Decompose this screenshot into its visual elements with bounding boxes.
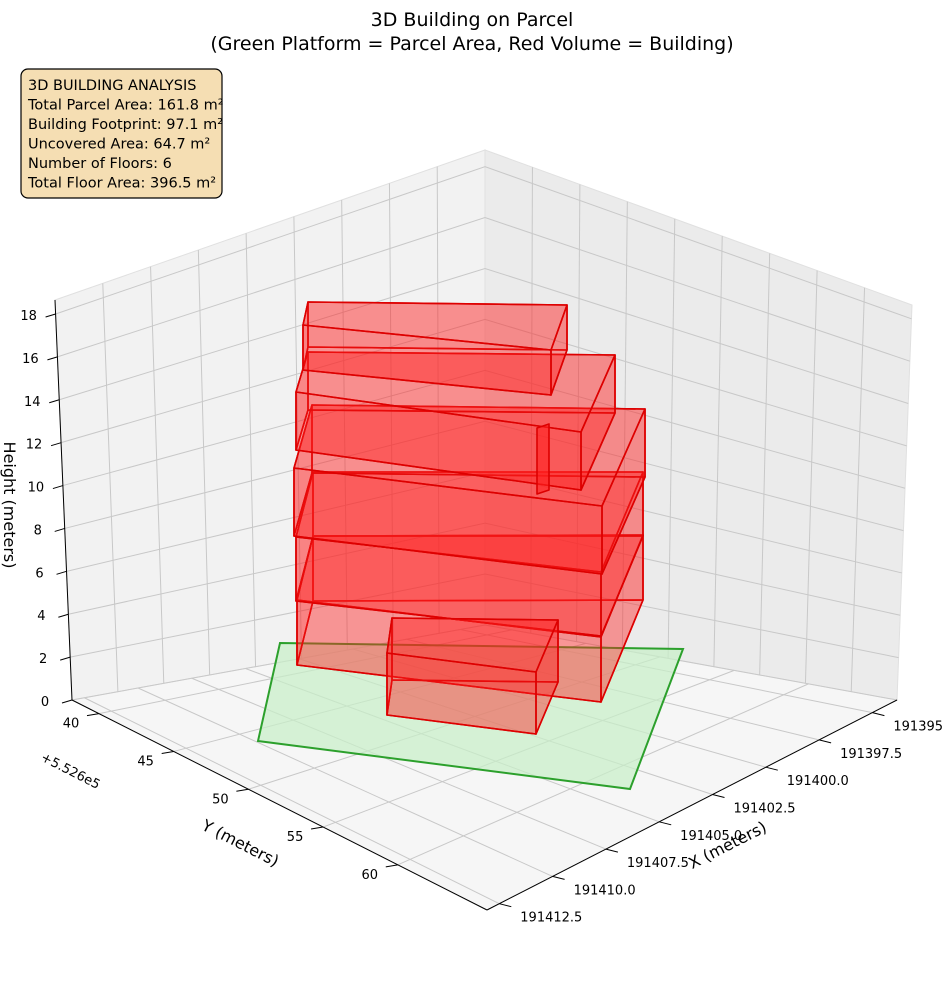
left-wall-gridline — [197, 249, 211, 676]
x-tick-label: 191412.5 — [520, 911, 582, 926]
x-tick — [499, 903, 512, 908]
left-wall-gridline — [102, 283, 119, 692]
y-axis-label: Y (meters) — [198, 815, 282, 870]
z-tick — [60, 656, 71, 661]
right-wall-gridline — [621, 201, 628, 651]
left-wall-gridline — [436, 166, 440, 634]
x-tick-label: 191407.5 — [627, 856, 689, 871]
x-tick-label: 191402.5 — [733, 802, 795, 817]
z-tick — [52, 485, 64, 490]
building-face — [293, 404, 646, 507]
z-tick-label: 6 — [35, 566, 43, 581]
y-tick-label: 50 — [212, 792, 229, 807]
axis-lines — [54, 299, 898, 911]
y-tick-label: 55 — [287, 830, 304, 845]
left-wall-gridline — [150, 266, 165, 684]
z-tick-label: 16 — [22, 352, 39, 367]
z-tick — [47, 356, 58, 361]
right-wall-gridline — [667, 218, 676, 659]
right-wall-gridline — [850, 287, 866, 692]
left-wall-gridline — [388, 183, 394, 642]
building-volume — [293, 301, 646, 735]
x-gridline — [191, 677, 607, 850]
right-wall-gridline — [804, 270, 818, 684]
x-gridline — [137, 687, 553, 877]
info-line-parcel-area: Total Parcel Area: 161.8 m² — [27, 98, 224, 114]
x-tick — [712, 794, 725, 798]
x-gridline — [84, 697, 500, 905]
z-tick-label: 4 — [37, 609, 45, 624]
y-tick — [385, 864, 398, 868]
chart-title-line1: 3D Building on Parcel — [371, 9, 574, 31]
y-tick — [310, 826, 324, 830]
x-tick — [552, 875, 565, 880]
y-axis-line — [71, 699, 488, 911]
info-box-background — [20, 68, 223, 199]
z-tick-label: 12 — [26, 438, 43, 453]
building-face — [386, 617, 559, 673]
x-axis-label: X (meters) — [685, 817, 769, 873]
x-tick — [818, 739, 832, 744]
x-tick — [605, 848, 619, 853]
x-axis-line — [486, 699, 898, 911]
x-tick-label: 191410.0 — [574, 883, 636, 898]
x-tick-label: 191405.0 — [680, 829, 742, 844]
z-tick — [49, 399, 60, 404]
info-line-title: 3D BUILDING ANALYSIS — [28, 78, 196, 94]
y-tick — [236, 788, 249, 792]
x-tick — [872, 712, 885, 717]
right-wall-gridline — [713, 236, 723, 667]
z-tick-label: 2 — [39, 652, 47, 667]
y-tick-label: 40 — [63, 717, 80, 732]
z-tick — [50, 442, 62, 447]
z-tick — [61, 699, 73, 704]
x-tick — [659, 821, 672, 826]
building-face — [302, 301, 568, 351]
info-line-floor-area: Total Floor Area: 396.5 m² — [27, 176, 216, 192]
y-tick — [86, 713, 100, 717]
z-axis-line — [54, 299, 73, 701]
tick-marks: 0 2 4 6 8 10 12 14 16 18 40 45 50 55 60 191395.0 191397.… — [20, 309, 944, 926]
z-tick — [54, 527, 65, 532]
info-line-floors: Number of Floors: 6 — [28, 156, 172, 172]
z-tick-label: 0 — [41, 695, 49, 710]
x-tick — [765, 766, 778, 771]
left-wall-gridline — [341, 199, 348, 651]
y-tick-label: 60 — [362, 868, 379, 883]
z-tick-label: 10 — [28, 481, 45, 496]
left-wall-gridline — [245, 233, 257, 667]
info-line-uncovered: Uncovered Area: 64.7 m² — [28, 137, 210, 153]
z-tick — [58, 613, 69, 618]
y-tick-label: 45 — [137, 754, 154, 769]
z-tick — [45, 313, 56, 318]
z-axis-label: Height (meters) — [0, 442, 19, 569]
y-axis-offset-text: +5.526e5 — [38, 750, 102, 793]
z-tick-label: 18 — [20, 309, 37, 324]
parcel-platform — [256, 641, 685, 791]
x-tick-label: 191400.0 — [787, 774, 849, 789]
z-tick-label: 8 — [34, 523, 42, 538]
right-wall-gridline — [759, 253, 771, 676]
building-face — [536, 423, 550, 495]
right-wall-gridline — [530, 167, 533, 634]
building-face — [295, 471, 644, 573]
z-tick-label: 14 — [24, 395, 41, 410]
info-box: 3D BUILDING ANALYSIS Total Parcel Area: … — [20, 68, 224, 199]
x-tick-label: 191395.0 — [893, 720, 944, 735]
info-line-footprint: Building Footprint: 97.1 m² — [28, 117, 223, 133]
chart-title-line2: (Green Platform = Parcel Area, Red Volum… — [210, 33, 733, 55]
z-tick — [56, 570, 67, 575]
y-tick — [161, 750, 174, 754]
x-tick-label: 191397.5 — [840, 747, 902, 762]
